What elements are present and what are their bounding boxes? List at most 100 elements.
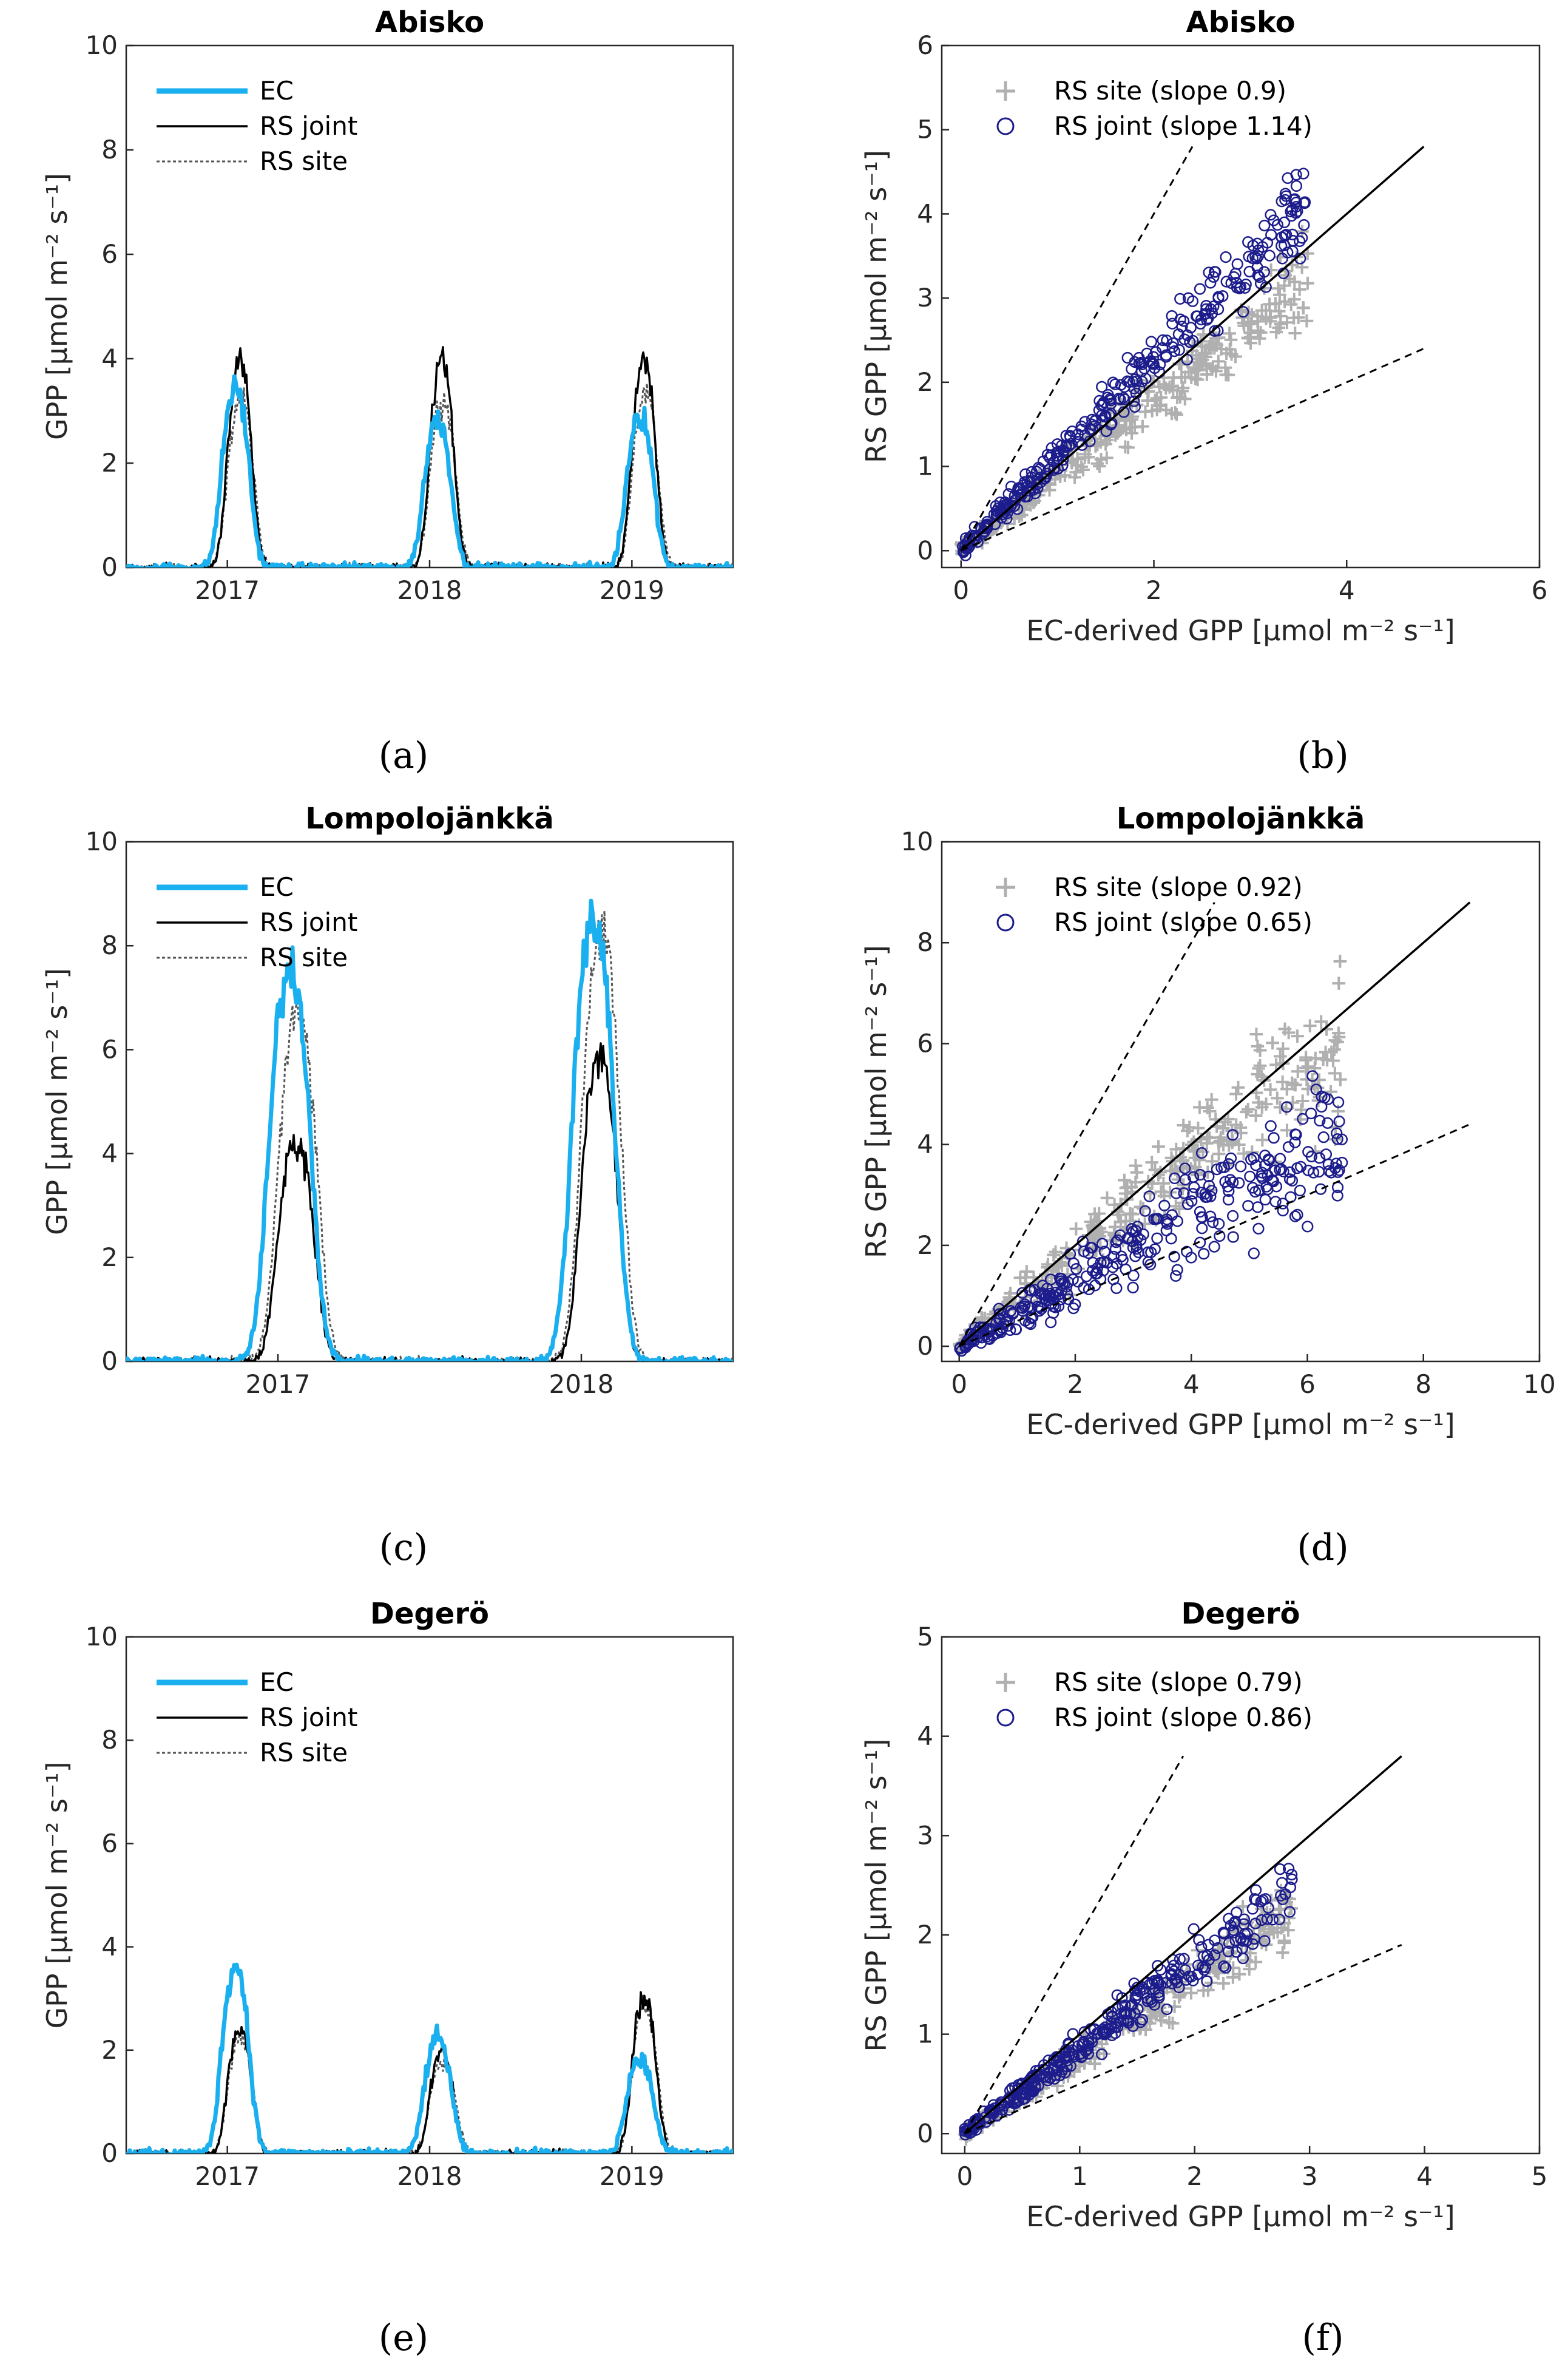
scatter-point-joint [1203, 1170, 1215, 1182]
x-tick-label: 4 [1339, 575, 1355, 605]
y-tick-label: 4 [101, 344, 118, 373]
legend-marker-site [996, 878, 1015, 897]
scatter-point-site [1208, 341, 1222, 355]
scatter-point-joint [1157, 334, 1169, 347]
scatter-point-site [1273, 288, 1286, 302]
scatter-point-site [1269, 325, 1283, 339]
scatter-point-site [1299, 1051, 1313, 1065]
scatter-point-site [1240, 1105, 1253, 1119]
scatter-point-joint [1302, 1221, 1314, 1233]
x-tick-label: 2 [1186, 2161, 1203, 2191]
scatter-point-site [1301, 1060, 1315, 1074]
x-tick-label: 4 [1416, 2161, 1433, 2191]
scatter-point-joint [1209, 266, 1222, 278]
scatter-point-joint [1207, 1216, 1219, 1228]
scatter-point-joint [1208, 271, 1220, 283]
y-tick-label: 6 [101, 239, 118, 269]
y-tick-label: 5 [917, 1622, 933, 1651]
scatter-point-site [1249, 1028, 1263, 1041]
scatter-point-joint [1213, 1218, 1225, 1230]
scatter-point-joint [1188, 1923, 1200, 1935]
scatter-point-joint [1010, 1323, 1022, 1335]
y-tick-label: 8 [917, 927, 933, 957]
scatter-point-joint [1137, 1228, 1149, 1241]
scatter-point-joint [1208, 300, 1220, 313]
scatter-point-joint [1016, 1287, 1029, 1299]
scatter-point-site [1301, 276, 1314, 290]
scatter-point-joint [1179, 1162, 1191, 1174]
scatter-point-joint [1145, 336, 1157, 348]
y-axis-label: GPP [μmol m⁻² s⁻¹] [41, 968, 73, 1235]
scatter-point-site [1216, 1122, 1230, 1135]
scatter-point-joint [1036, 1287, 1049, 1299]
scatter-point-joint [1206, 307, 1218, 319]
y-tick-label: 6 [917, 1028, 933, 1058]
scatter-point-joint [1166, 317, 1178, 330]
legend-label-joint: RS joint (slope 0.86) [1054, 1702, 1313, 1732]
scatter-point-joint [1105, 398, 1117, 410]
scatter-point-joint [1231, 258, 1243, 270]
axes-frame-d [941, 841, 1541, 1363]
scatter-point-joint [1262, 1902, 1274, 1914]
panel-label-f: (f) [1302, 2317, 1343, 2359]
scatter-point-joint [1019, 2092, 1031, 2105]
scatter-point-site [1277, 1936, 1291, 1949]
series-line-ec [126, 1962, 733, 2153]
scatter-point-joint [978, 526, 990, 538]
scatter-point-joint [1268, 1132, 1280, 1144]
scatter-point-site [1276, 1075, 1289, 1089]
legend-label-site: RS site (slope 0.92) [1054, 872, 1303, 902]
scatter-point-joint [1286, 1174, 1299, 1187]
scatter-point-joint [1107, 1273, 1120, 1286]
scatter-point-joint [1144, 1258, 1157, 1271]
scatter-point-joint [1089, 414, 1101, 427]
scatter-point-joint [1196, 1222, 1208, 1235]
scatter-point-joint [1273, 1913, 1285, 1926]
scatter-point-site [1218, 361, 1232, 374]
scatter-point-joint [1161, 334, 1173, 347]
scatter-point-joint [1330, 1157, 1342, 1170]
scatter-point-joint [1075, 2047, 1087, 2060]
scatter-point-joint [1100, 2026, 1112, 2039]
scatter-point-site [1272, 304, 1286, 318]
scatter-point-joint [1056, 1284, 1068, 1296]
scatter-point-joint [1170, 1187, 1182, 1199]
scatter-point-joint [1255, 1914, 1268, 1926]
scatter-point-joint [1135, 1234, 1147, 1246]
scatter-point-site [1278, 295, 1291, 308]
scatter-point-joint [1286, 1873, 1298, 1885]
x-tick-label: 1 [1072, 2161, 1088, 2191]
scatter-point-joint [1270, 1181, 1283, 1193]
scatter-point-site [1222, 1113, 1235, 1126]
scatter-point-joint [1220, 251, 1232, 263]
scatter-point-joint [1314, 1114, 1326, 1127]
scatter-point-joint [1198, 1248, 1210, 1260]
y-tick-label: 1 [917, 2019, 933, 2049]
scatter-point-joint [1113, 392, 1125, 405]
scatter-point-joint [1027, 484, 1039, 496]
legend-label: EC [260, 76, 294, 106]
x-tick-label: 6 [1532, 575, 1548, 605]
legend-label: RS joint [260, 111, 357, 141]
scatter-point-site [1264, 263, 1278, 277]
scatter-point-joint [1252, 269, 1264, 282]
half-slope-line [964, 1943, 1402, 2135]
y-tick-label: 4 [917, 198, 933, 228]
scatter-point-joint [1174, 1953, 1186, 1965]
scatter-point-joint [1237, 1952, 1249, 1965]
scatter-point-site [1187, 361, 1201, 374]
scatter-point-joint [1192, 1968, 1204, 1980]
scatter-point-site [1300, 1072, 1314, 1086]
chart-c: Lompolojänkkä 0 2 4 6 8 10 2017 2018 GPP [μmol m⁻… [41, 802, 734, 1399]
scatter-point-joint [1302, 1146, 1314, 1158]
y-tick-label: 2 [101, 1242, 118, 1272]
scatter-point-site [1007, 512, 1021, 526]
scatter-point-joint [1248, 1247, 1260, 1259]
scatter-point-site [1282, 1026, 1296, 1040]
scatter-point-site [1319, 1045, 1333, 1059]
scatter-point-site [1262, 1925, 1276, 1939]
scatter-point-joint [1289, 1210, 1302, 1222]
scatter-point-site [1301, 1082, 1315, 1096]
scatter-point-joint [1126, 1235, 1138, 1247]
scatter-point-joint [1066, 425, 1078, 438]
